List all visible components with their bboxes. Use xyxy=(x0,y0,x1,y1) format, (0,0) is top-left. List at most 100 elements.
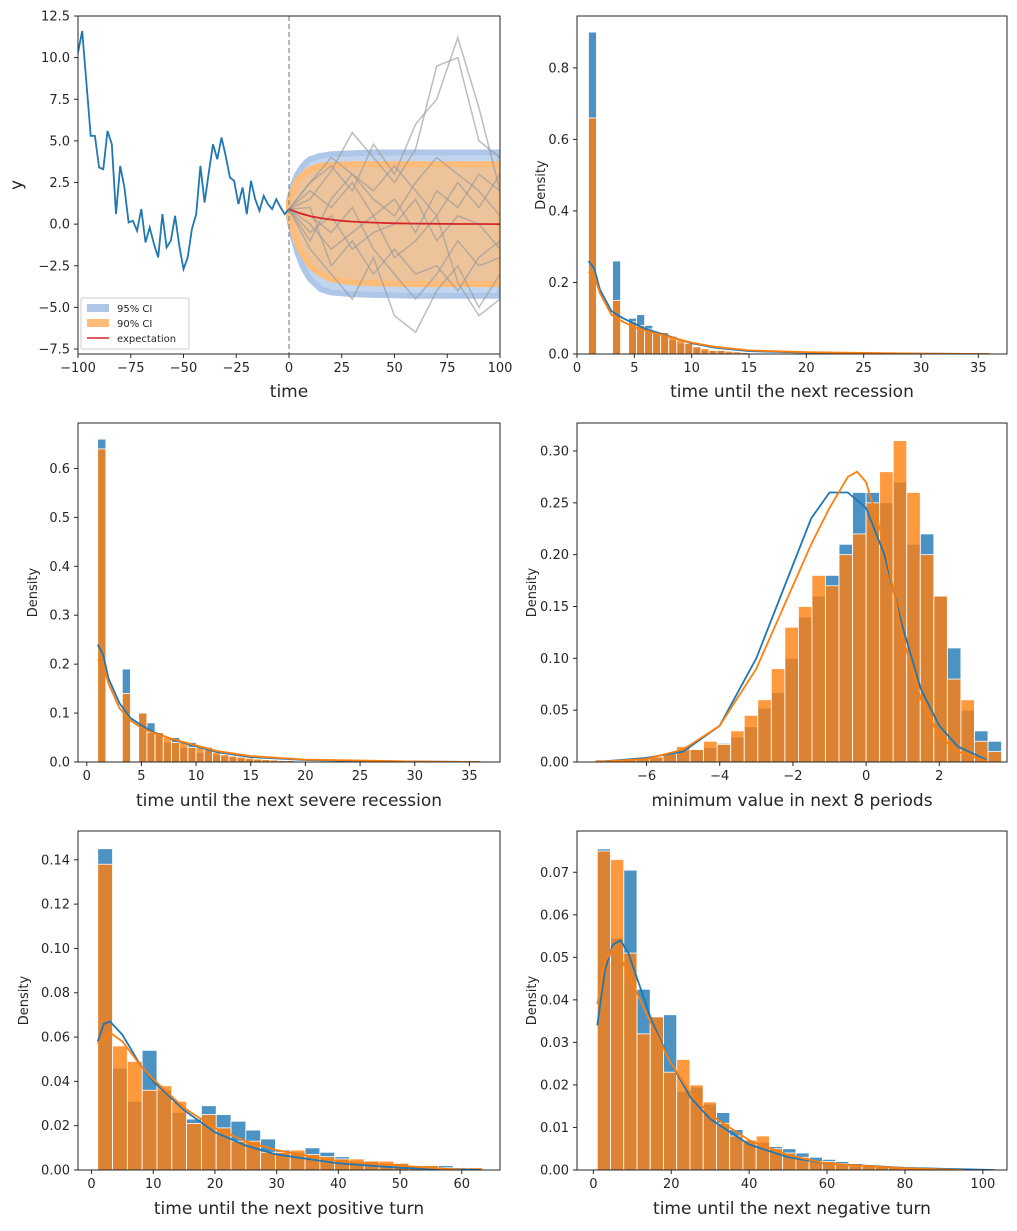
y-tick-label: 0.3 xyxy=(49,609,70,624)
histogram-bar xyxy=(907,492,921,762)
y-axis-label: Density xyxy=(525,975,540,1025)
y-tick-label: 0.2 xyxy=(49,658,70,673)
histogram-bar xyxy=(717,744,731,762)
y-tick-label: 0.6 xyxy=(49,462,70,477)
x-tick-label: 60 xyxy=(819,1177,836,1192)
history-line xyxy=(78,31,289,269)
x-axis-label: time until the next recession xyxy=(670,382,914,402)
x-tick-label: 20 xyxy=(798,361,815,376)
histogram-bar xyxy=(204,750,212,762)
x-tick-label: 25 xyxy=(855,361,872,376)
x-tick-label: 0 xyxy=(87,1177,95,1192)
y-tick-label: 10.0 xyxy=(41,51,70,66)
legend-label-95ci: 95% CI xyxy=(117,304,152,315)
x-tick-label: 80 xyxy=(897,1177,914,1192)
y-tick-label: 0.1 xyxy=(49,707,70,722)
histogram-bar xyxy=(866,503,880,762)
x-tick-label: −75 xyxy=(117,361,144,376)
x-tick-label: −6 xyxy=(637,769,656,784)
axes-frame xyxy=(577,16,1007,354)
plot-area xyxy=(597,849,994,1170)
axes-frame xyxy=(78,423,500,762)
y-tick-label: 0.05 xyxy=(540,951,569,966)
x-tick-label: 0 xyxy=(589,1177,597,1192)
plot-area xyxy=(98,849,483,1170)
x-tick-label: 10 xyxy=(145,1177,162,1192)
y-tick-label: 0.01 xyxy=(540,1121,569,1136)
legend: 95% CI 90% CI expectation xyxy=(81,298,189,349)
y-tick-label: 7.5 xyxy=(49,93,70,108)
y-tick-label: 0.0 xyxy=(548,348,569,363)
histogram-bar xyxy=(127,1061,142,1170)
x-tick-label: 15 xyxy=(741,361,758,376)
plot-content xyxy=(597,849,994,1170)
y-tick-label: 0.07 xyxy=(540,866,569,881)
x-tick-label: 60 xyxy=(453,1177,470,1192)
x-axis-label: time until the next positive turn xyxy=(154,1199,424,1219)
x-tick-label: 40 xyxy=(330,1177,347,1192)
plot-content xyxy=(98,439,481,762)
histogram-bar xyxy=(812,575,826,762)
x-tick-label: 0 xyxy=(285,361,293,376)
y-tick-label: 0.10 xyxy=(41,942,70,957)
histogram-bar xyxy=(653,333,661,354)
histogram-bar xyxy=(704,741,718,762)
histogram-bar xyxy=(693,347,701,354)
histogram-bar xyxy=(98,449,106,762)
y-tick-label: 0.02 xyxy=(41,1119,70,1134)
x-axis-label: time until the next negative turn xyxy=(653,1199,931,1219)
x-tick-label: 20 xyxy=(663,1177,680,1192)
x-tick-label: 30 xyxy=(268,1177,285,1192)
histogram-bar xyxy=(690,1085,703,1170)
histogram-bar xyxy=(142,1090,157,1170)
histogram-bar xyxy=(744,715,758,762)
histogram-bar xyxy=(245,758,253,762)
y-tick-label: 0.4 xyxy=(548,204,569,219)
histogram-bar xyxy=(663,1072,676,1170)
y-axis-label: Density xyxy=(26,567,41,617)
y-tick-label: 2.5 xyxy=(49,176,70,191)
y-tick-label: 0.12 xyxy=(41,898,70,913)
histogram-bar xyxy=(785,627,799,762)
y-axis-label: Density xyxy=(525,567,540,617)
y-tick-label: 0.02 xyxy=(540,1078,569,1093)
x-tick-label: 5 xyxy=(630,361,638,376)
histogram-bar xyxy=(187,1123,202,1170)
histogram-bar xyxy=(212,752,220,762)
histogram-bar xyxy=(709,350,717,354)
legend-label-90ci: 90% CI xyxy=(117,319,152,330)
x-tick-label: 25 xyxy=(333,361,350,376)
histogram-bar xyxy=(701,349,709,354)
histogram-bar xyxy=(677,340,685,354)
histogram-bar xyxy=(172,1101,187,1170)
y-tick-label: 0.15 xyxy=(540,600,569,615)
histogram-bar xyxy=(229,756,237,762)
x-tick-label: 25 xyxy=(352,769,369,784)
y-tick-label: 0.00 xyxy=(540,756,569,771)
x-tick-label: 35 xyxy=(461,769,478,784)
y-tick-label: 0.6 xyxy=(548,133,569,148)
y-tick-label: 0.8 xyxy=(548,61,569,76)
plot-area xyxy=(588,32,989,354)
histogram-bar xyxy=(839,555,853,762)
y-tick-label: −7.5 xyxy=(38,343,70,358)
x-tick-label: −50 xyxy=(170,361,197,376)
histogram-bar xyxy=(171,742,179,762)
histogram-bar xyxy=(690,750,704,762)
histogram-bar xyxy=(920,555,934,762)
histogram-bar xyxy=(650,1017,663,1170)
x-axis-label: time xyxy=(270,382,308,402)
x-tick-label: −4 xyxy=(710,769,729,784)
histogram-bar xyxy=(825,586,839,762)
x-tick-label: 50 xyxy=(386,361,403,376)
plot-content xyxy=(588,32,989,354)
y-tick-label: 0.08 xyxy=(41,986,70,1001)
y-tick-label: 0.00 xyxy=(41,1164,70,1179)
x-tick-label: 35 xyxy=(970,361,987,376)
x-axis-label: minimum value in next 8 periods xyxy=(651,791,932,811)
